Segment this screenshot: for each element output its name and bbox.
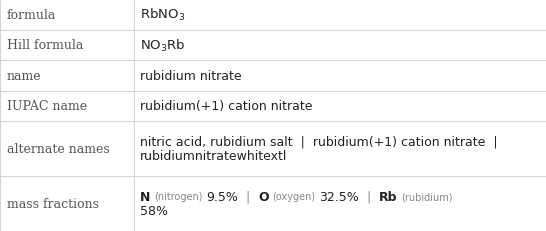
Text: name: name: [7, 70, 41, 82]
Text: |: |: [359, 190, 379, 203]
Text: alternate names: alternate names: [7, 143, 109, 155]
Text: (nitrogen): (nitrogen): [154, 191, 203, 201]
Text: 9.5%: 9.5%: [206, 190, 238, 203]
Text: RbNO$_3$: RbNO$_3$: [140, 7, 186, 23]
Text: (rubidium): (rubidium): [401, 191, 453, 201]
Text: 32.5%: 32.5%: [319, 190, 359, 203]
Text: N: N: [140, 190, 151, 203]
Text: nitric acid, rubidium salt  |  rubidium(+1) cation nitrate  |: nitric acid, rubidium salt | rubidium(+1…: [140, 135, 498, 148]
Text: rubidium(+1) cation nitrate: rubidium(+1) cation nitrate: [140, 100, 313, 113]
Text: NO$_3$Rb: NO$_3$Rb: [140, 38, 186, 54]
Text: IUPAC name: IUPAC name: [7, 100, 87, 113]
Text: |: |: [238, 190, 258, 203]
Text: Hill formula: Hill formula: [7, 39, 83, 52]
Text: mass fractions: mass fractions: [7, 197, 98, 210]
Text: rubidiumnitratewhitextl: rubidiumnitratewhitextl: [140, 150, 288, 163]
Text: Rb: Rb: [379, 190, 398, 203]
Text: 58%: 58%: [140, 204, 168, 217]
Text: rubidium nitrate: rubidium nitrate: [140, 70, 242, 82]
Text: O: O: [258, 190, 269, 203]
Text: (oxygen): (oxygen): [272, 191, 316, 201]
Text: formula: formula: [7, 9, 56, 22]
